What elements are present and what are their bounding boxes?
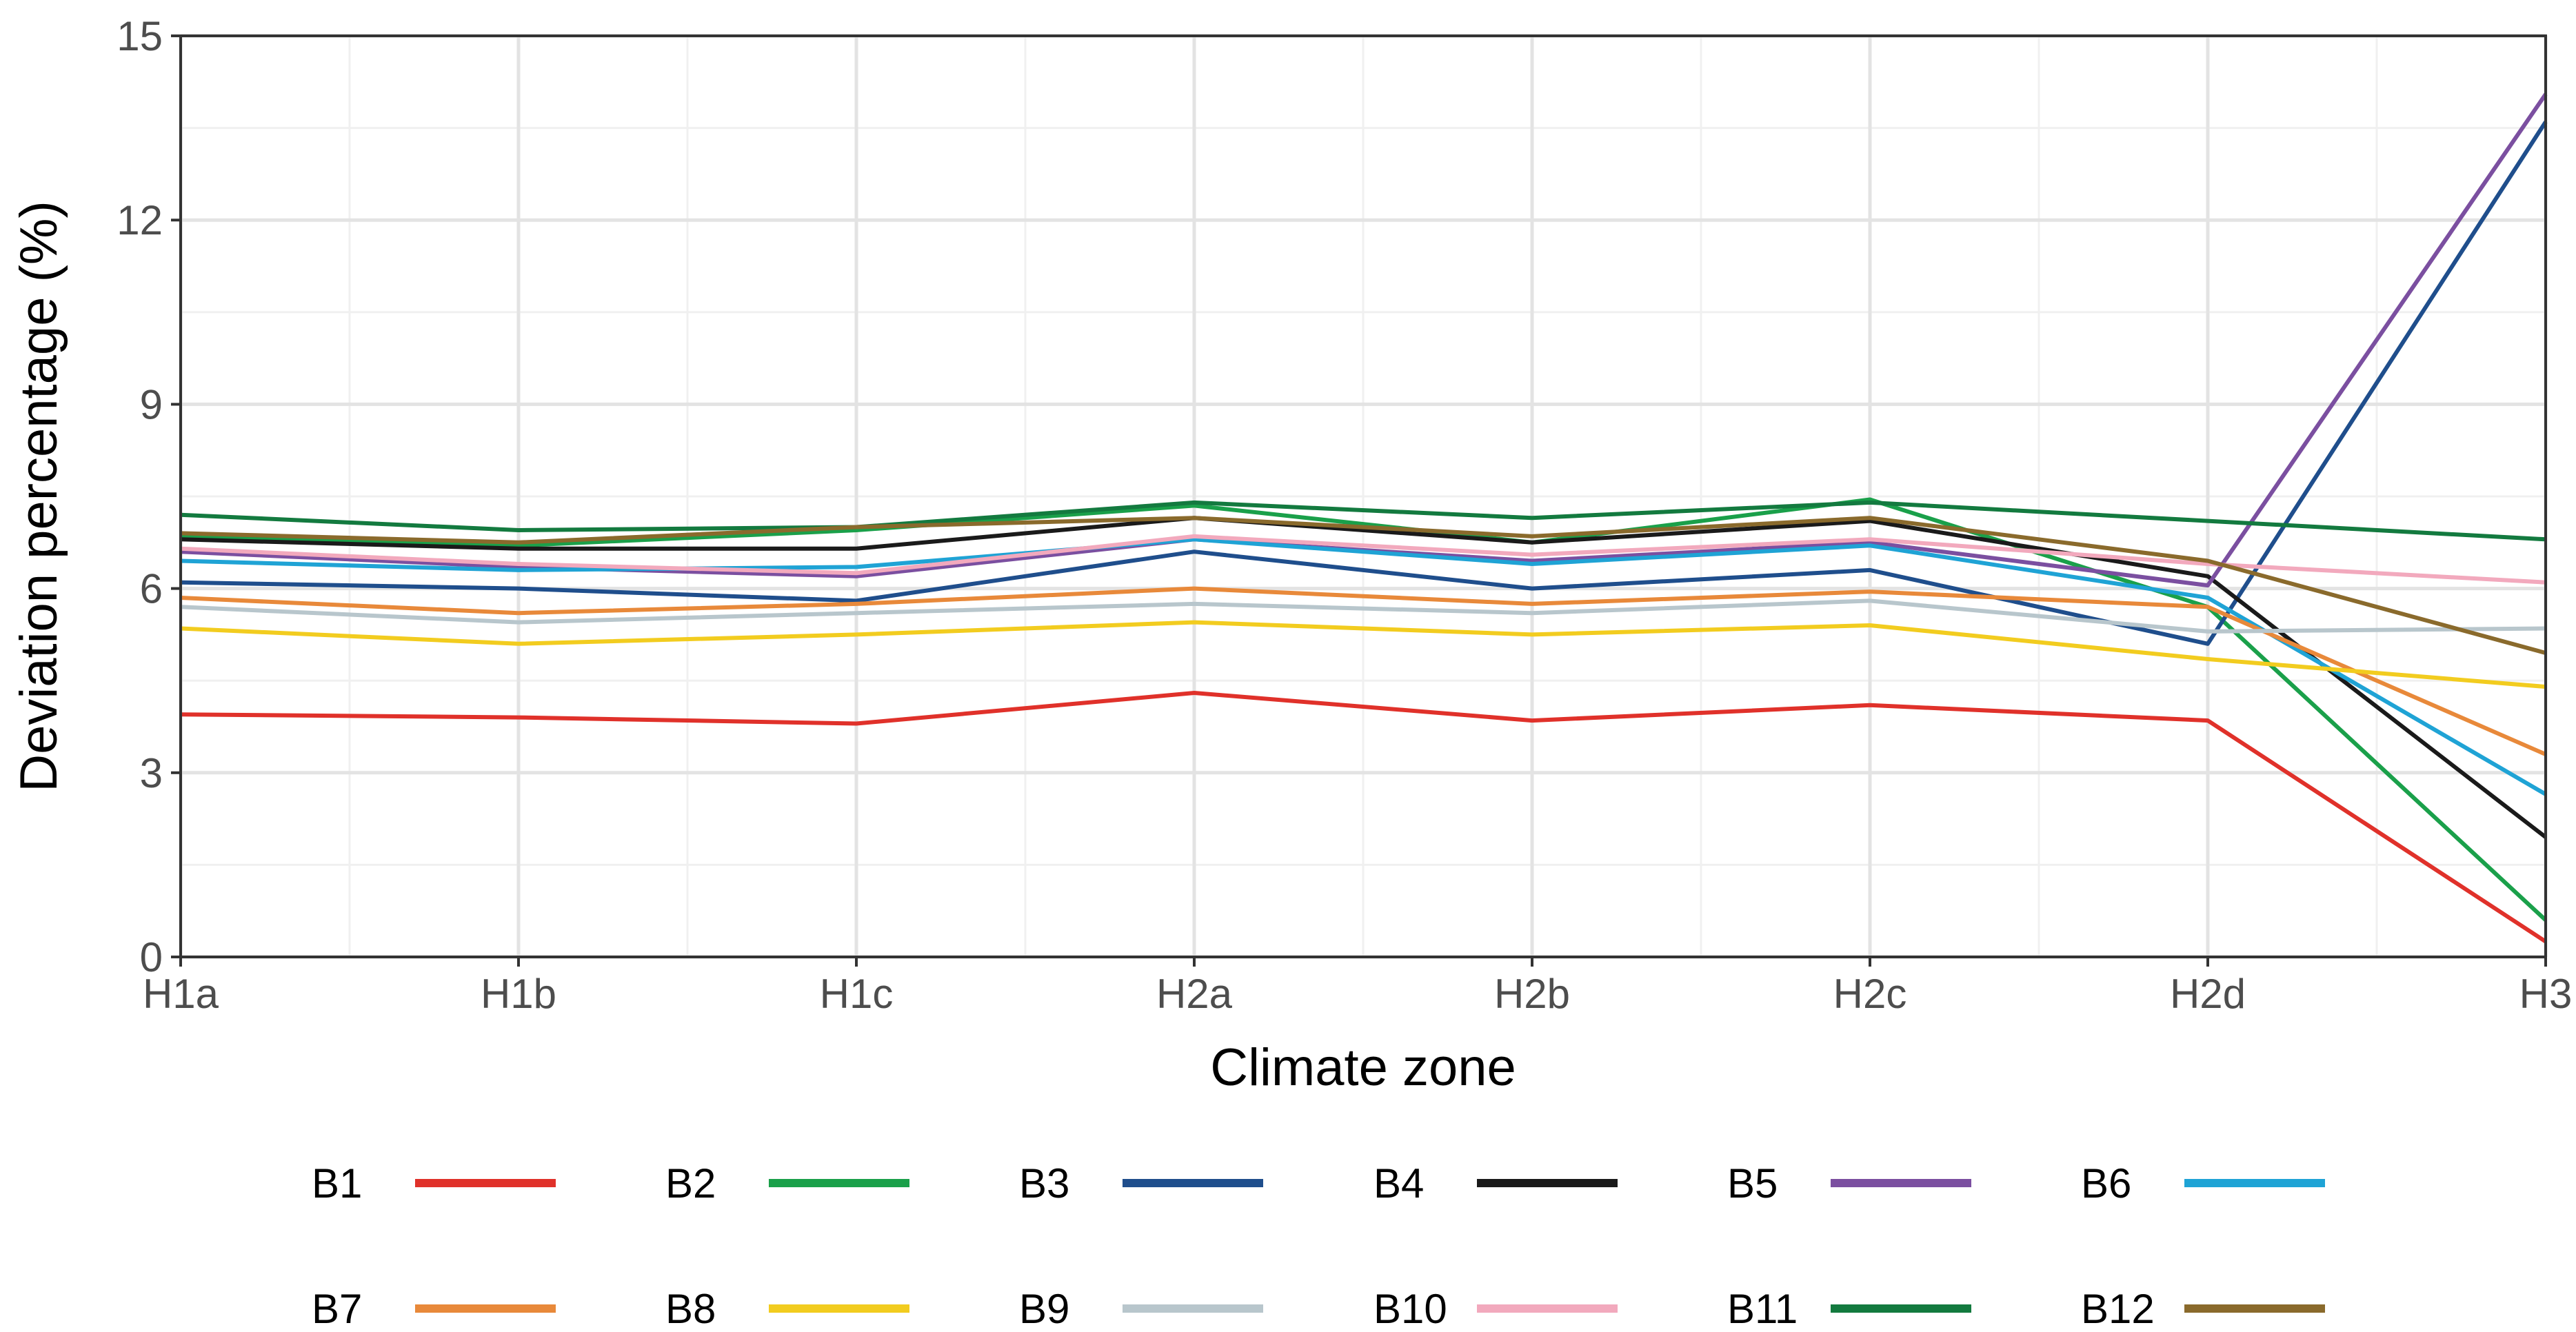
legend-label-b12: B12 — [2081, 1286, 2155, 1332]
series-line-b10 — [180, 534, 2546, 585]
x-tick-label: H2a — [1156, 971, 1233, 1017]
y-tick-label: 15 — [117, 13, 163, 59]
series-line-b3 — [180, 121, 2548, 646]
series-line-b7 — [180, 586, 2547, 756]
series-line-b6 — [180, 537, 2547, 796]
legend-label-b4: B4 — [1373, 1160, 1424, 1207]
series-line-b9 — [180, 598, 2546, 634]
y-tick-labels: 0 3 6 9 12 15 — [117, 13, 163, 980]
x-tick-label: H2d — [2170, 971, 2246, 1017]
axis-ticks — [171, 34, 2547, 967]
series-line-b8 — [180, 620, 2546, 689]
legend: B1 B2 B3 B4 B5 B6 B7 B8 B9 B10 B11 B12 — [312, 1160, 2325, 1332]
legend-label-b5: B5 — [1727, 1160, 1778, 1207]
y-tick-label: 0 — [140, 934, 163, 980]
legend-label-b8: B8 — [665, 1286, 716, 1332]
x-tick-label: H1c — [820, 971, 894, 1017]
series-line-b4 — [180, 516, 2547, 839]
legend-label-b3: B3 — [1019, 1160, 1069, 1207]
x-tick-label: H1a — [143, 971, 219, 1017]
legend-label-b6: B6 — [2081, 1160, 2131, 1207]
y-tick-label: 12 — [117, 197, 163, 243]
x-tick-label: H2b — [1494, 971, 1570, 1017]
series-line-b11 — [180, 500, 2546, 542]
series-lines — [180, 92, 2548, 944]
legend-label-b2: B2 — [665, 1160, 716, 1207]
legend-label-b9: B9 — [1019, 1286, 1069, 1332]
legend-label-b11: B11 — [1727, 1286, 1798, 1332]
series-line-b1 — [180, 691, 2547, 944]
x-tick-label: H3 — [2519, 971, 2573, 1017]
legend-label-b10: B10 — [1373, 1286, 1447, 1332]
x-tick-label: H1b — [481, 971, 556, 1017]
grid-minor — [181, 36, 2546, 957]
x-axis-title: Climate zone — [1210, 1038, 1516, 1097]
y-tick-label: 9 — [140, 381, 163, 427]
legend-label-b7: B7 — [312, 1286, 362, 1332]
y-tick-label: 6 — [140, 566, 163, 612]
series-line-b12 — [180, 516, 2546, 655]
legend-label-b1: B1 — [312, 1160, 362, 1207]
x-tick-label: H2c — [1833, 971, 1907, 1017]
plot-panel-border — [179, 34, 2547, 958]
y-tick-label: 3 — [140, 750, 163, 796]
y-axis-title: Deviation percentage (%) — [10, 201, 68, 792]
x-tick-labels: H1a H1b H1c H2a H2b H2c H2d H3 — [143, 971, 2572, 1017]
